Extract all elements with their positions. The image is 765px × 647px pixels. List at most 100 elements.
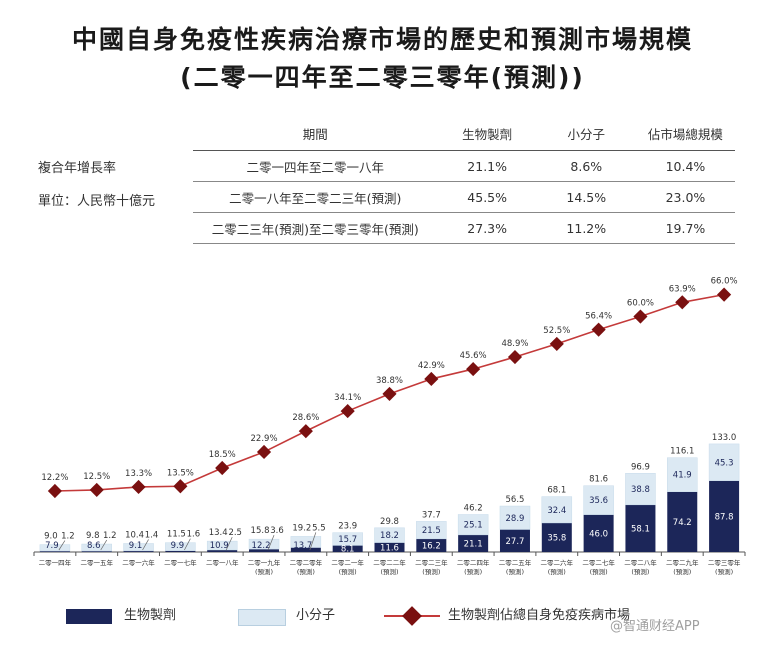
row-small-molecule: 11.2% (536, 212, 636, 244)
share-data-label: 60.0% (627, 299, 654, 309)
data-label-total: 96.9 (631, 462, 650, 472)
x-tick-label: 二零二八年 (624, 558, 657, 567)
data-label-small-molecule: 8.6 (87, 541, 101, 551)
data-label-small-molecule: 10.9 (210, 541, 229, 551)
row-small-molecule: 14.5% (536, 181, 636, 213)
bar-small-molecule (248, 538, 280, 550)
data-label-leader (184, 538, 191, 551)
data-label-small-molecule: 12.2 (252, 541, 271, 551)
bar-small-molecule (499, 505, 531, 530)
data-label-total: 11.5 (167, 530, 186, 540)
share-data-label: 28.6% (292, 413, 319, 423)
bar-small-molecule (625, 473, 656, 506)
legend-swatch-line (384, 606, 440, 626)
share-data-label: 56.4% (585, 312, 612, 322)
data-label-biologics: 16.2 (422, 541, 441, 551)
row-period: 二零一八年至二零二三年(預測) (193, 181, 438, 213)
share-data-label: 63.9% (669, 284, 696, 294)
data-label-total: 13.4 (209, 528, 228, 538)
data-label-leader (100, 539, 108, 551)
bar-biologics (332, 545, 363, 552)
share-data-label: 34.1% (334, 393, 361, 403)
x-tick-label: 二零一六年 (122, 558, 155, 567)
row-biologics: 27.3% (437, 212, 537, 244)
bar-biologics (249, 549, 280, 552)
data-label-leader (142, 539, 149, 551)
share-marker (466, 362, 481, 377)
legend-label-biologics: 生物製劑 (124, 608, 177, 623)
data-label-total: 46.2 (464, 503, 483, 513)
x-tick-label-sub: (預測) (339, 567, 357, 576)
x-tick-label-sub: (預測) (464, 567, 482, 576)
header-biologics: 生物製劑 (437, 116, 537, 151)
share-data-label: 12.2% (41, 473, 68, 483)
x-tick-label: 二零一五年 (80, 558, 113, 567)
data-label-leader (225, 536, 233, 551)
row-biologics: 21.1% (437, 150, 537, 182)
bar-small-molecule (332, 532, 363, 546)
row-period: 二零二三年(預測)至二零三零年(預測) (193, 212, 438, 244)
data-label-total: 23.9 (338, 522, 357, 532)
x-tick-label: 二零二四年 (457, 558, 490, 567)
data-label-leader (58, 540, 66, 551)
data-label-biologics: 74.2 (673, 518, 692, 528)
x-tick-label: 二零一八年 (206, 558, 239, 567)
x-tick-label-sub: (預測) (590, 567, 608, 576)
bar-small-molecule (457, 514, 489, 536)
data-label-total: 10.4 (125, 530, 144, 540)
x-tick-label: 二零一九年 (248, 558, 281, 567)
bar-small-molecule (541, 496, 573, 524)
header-period: 期間 (193, 116, 438, 151)
share-marker (89, 482, 104, 497)
data-label-total: 29.8 (380, 517, 399, 527)
data-label-biologics: 3.6 (270, 526, 284, 536)
share-data-label: 52.5% (543, 326, 570, 336)
share-marker (507, 349, 523, 365)
share-marker (131, 479, 146, 495)
bar-biologics (123, 550, 154, 552)
table-row: 二零一四年至二零一八年 21.1% 8.6% 10.4% (193, 150, 735, 182)
bar-biologics (207, 549, 238, 552)
bar-biologics (583, 514, 614, 552)
bar-biologics (416, 538, 447, 552)
bar-biologics (165, 550, 196, 552)
cagr-header-row: 期間 生物製劑 小分子 佔市場總規模 (193, 116, 735, 151)
bar-small-molecule (165, 542, 196, 551)
data-label-biologics: 58.1 (631, 524, 650, 534)
x-tick-label-sub: (預測) (631, 567, 649, 576)
data-label-biologics: 87.8 (715, 512, 734, 522)
row-total: 10.4% (635, 150, 735, 182)
share-data-label: 48.9% (501, 339, 528, 349)
data-label-total: 133.0 (712, 433, 736, 443)
x-tick-label-sub: (預測) (297, 567, 315, 576)
bar-biologics (709, 480, 740, 552)
data-label-small-molecule: 25.1 (464, 521, 483, 531)
share-marker (717, 287, 732, 302)
row-total: 23.0% (635, 181, 735, 213)
bar-small-molecule (81, 543, 112, 552)
data-label-total: 19.2 (292, 523, 311, 533)
x-tick-label: 二零二五年 (499, 558, 532, 567)
share-data-label: 13.5% (167, 468, 194, 478)
bar-biologics (499, 529, 530, 552)
data-label-small-molecule: 18.2 (380, 531, 399, 541)
bar-biologics (374, 542, 405, 552)
data-label-biologics: 1.6 (187, 530, 201, 540)
row-small-molecule: 8.6% (536, 150, 636, 182)
share-marker (173, 479, 188, 494)
bar-biologics (625, 504, 656, 552)
share-data-label: 45.6% (460, 351, 487, 361)
x-tick-label: 二零一四年 (39, 558, 72, 567)
header-small-molecule: 小分子 (536, 116, 636, 151)
bar-small-molecule (416, 521, 447, 540)
data-label-total: 9.0 (44, 532, 58, 542)
row-total: 19.7% (635, 212, 735, 244)
share-data-label: 12.5% (83, 472, 110, 482)
share-marker (47, 483, 62, 499)
data-label-small-molecule: 15.7 (338, 535, 357, 545)
data-label-biologics: 27.7 (506, 537, 525, 547)
share-marker (424, 371, 439, 387)
data-label-biologics: 46.0 (589, 529, 608, 539)
data-label-biologics: 1.2 (103, 531, 117, 541)
legend-swatch-small-molecule (238, 609, 286, 626)
